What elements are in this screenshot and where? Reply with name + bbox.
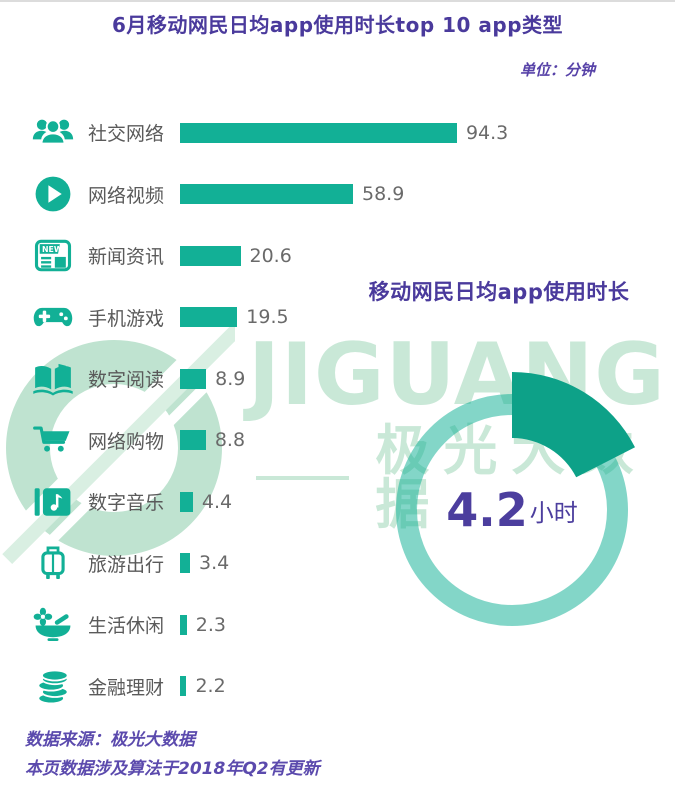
bar-row: 网络视频 58.9 bbox=[0, 164, 520, 226]
category-label: 金融理财 bbox=[88, 676, 165, 699]
suitcase-icon-wrap bbox=[30, 540, 76, 586]
category-label: 旅游出行 bbox=[88, 553, 165, 576]
gamepad-icon bbox=[33, 308, 73, 327]
bar-value-label: 8.8 bbox=[214, 429, 246, 452]
bowl-flower-icon-wrap bbox=[30, 602, 76, 648]
bar-row: 手机游戏 19.5 bbox=[0, 287, 520, 349]
category-label: 数字音乐 bbox=[88, 492, 165, 515]
suitcase-icon bbox=[41, 546, 65, 580]
users-group-icon-wrap bbox=[30, 110, 76, 156]
donut-chart-title: 移动网民日均app使用时长 bbox=[368, 280, 630, 304]
bar-value-label: 8.9 bbox=[215, 367, 246, 390]
footer-notes: 数据来源：极光大数据 本页数据涉及算法于2018年Q2有更新 bbox=[25, 726, 320, 784]
algorithm-update-note: 本页数据涉及算法于2018年Q2有更新 bbox=[25, 759, 320, 779]
bar bbox=[180, 553, 190, 574]
bar bbox=[180, 122, 457, 143]
bar-value-label: 58.9 bbox=[361, 183, 405, 206]
bar-row: 生活休闲 2.3 bbox=[0, 594, 520, 656]
donut-chart: 4.2 小时 bbox=[362, 360, 662, 660]
bar-row: NEWS 新闻资讯 20.6 bbox=[0, 225, 520, 287]
category-label: 手机游戏 bbox=[88, 307, 165, 330]
donut-unit: 小时 bbox=[529, 498, 578, 527]
donut-center-label: 4.2 小时 bbox=[362, 360, 662, 660]
donut-svg bbox=[396, 371, 635, 626]
shopping-cart-icon-wrap bbox=[30, 417, 76, 463]
category-label: 网络购物 bbox=[88, 430, 165, 453]
bar bbox=[180, 245, 241, 266]
svg-text:NEWS: NEWS bbox=[42, 245, 68, 254]
data-source-note: 数据来源：极光大数据 bbox=[25, 730, 195, 750]
bar bbox=[180, 430, 206, 451]
bar-value-label: 19.5 bbox=[246, 306, 289, 329]
coins-stack-icon-wrap bbox=[30, 663, 76, 709]
shopping-cart-icon bbox=[33, 426, 70, 452]
open-book-icon-wrap bbox=[30, 356, 76, 402]
bar-row: 金融理财 2.2 bbox=[0, 656, 520, 718]
bar bbox=[180, 368, 207, 389]
play-circle-icon bbox=[35, 176, 71, 212]
category-label: 新闻资讯 bbox=[88, 246, 165, 269]
users-group-icon bbox=[32, 119, 74, 145]
bar bbox=[180, 491, 193, 512]
bar-value-label: 20.6 bbox=[249, 244, 292, 267]
category-label: 网络视频 bbox=[88, 184, 165, 207]
category-label: 数字阅读 bbox=[88, 369, 165, 392]
music-note-icon bbox=[34, 488, 71, 516]
category-label: 生活休闲 bbox=[88, 615, 165, 638]
bar-value-label: 2.3 bbox=[195, 613, 226, 636]
music-note-icon-wrap bbox=[30, 479, 76, 525]
bar-value-label: 94.3 bbox=[465, 121, 509, 144]
play-circle-icon-wrap bbox=[30, 171, 76, 217]
newspaper-icon-wrap: NEWS bbox=[30, 233, 76, 279]
newspaper-icon: NEWS bbox=[34, 239, 72, 272]
coins-stack-icon bbox=[37, 669, 69, 705]
bar-value-label: 3.4 bbox=[198, 552, 230, 575]
bar bbox=[180, 676, 187, 697]
category-label: 社交网络 bbox=[88, 123, 165, 146]
bar bbox=[180, 307, 238, 328]
open-book-icon bbox=[33, 363, 73, 396]
bar-value-label: 2.2 bbox=[195, 675, 226, 698]
bowl-flower-icon bbox=[33, 607, 71, 641]
bar-value-label: 4.4 bbox=[201, 490, 233, 513]
bar bbox=[180, 184, 353, 205]
page-title: 6月移动网民日均app使用时长top 10 app类型 bbox=[111, 13, 564, 37]
donut-value: 4.2 bbox=[446, 483, 528, 537]
gamepad-icon-wrap bbox=[30, 294, 76, 340]
bar bbox=[180, 614, 187, 635]
unit-label: 单位：分钟 bbox=[519, 61, 595, 79]
donut-wedge bbox=[512, 371, 635, 478]
screenshot-top-edge bbox=[0, 0, 675, 2]
bar-row: 社交网络 94.3 bbox=[0, 102, 520, 164]
